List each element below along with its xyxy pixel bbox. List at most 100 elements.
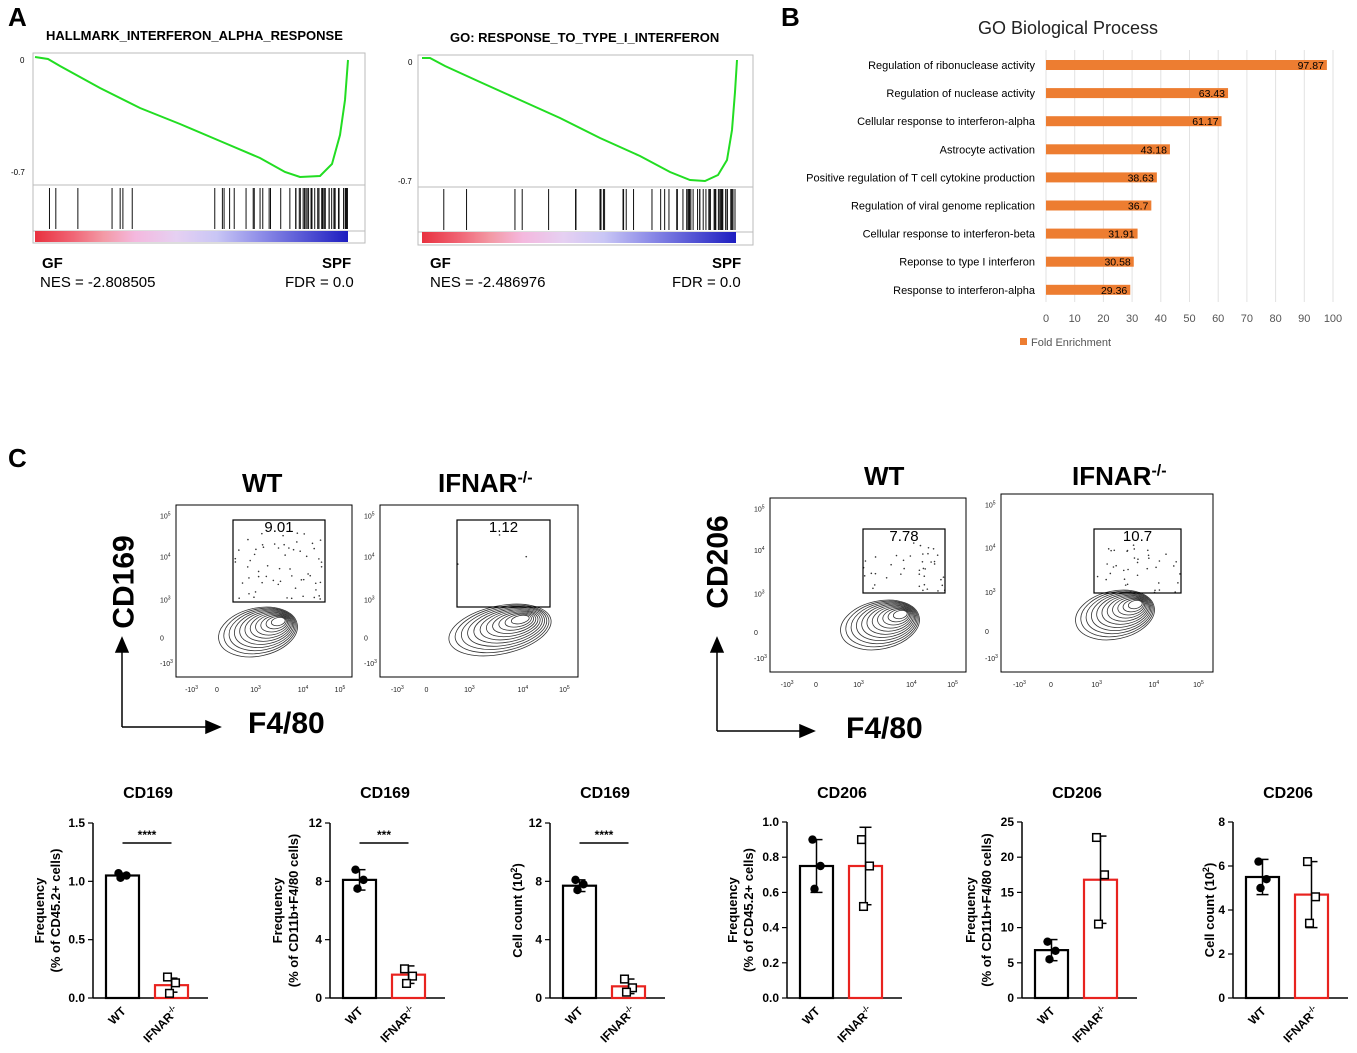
flow-xtick-exponent: 3	[791, 680, 794, 686]
event-dot	[320, 561, 323, 563]
event-dot	[318, 595, 321, 597]
contour-line	[871, 605, 913, 632]
event-dot	[315, 589, 317, 591]
event-dot	[1133, 548, 1136, 550]
flow-xtick-exponent: 4	[1156, 680, 1159, 686]
contour-line	[877, 606, 912, 629]
go-category-label: Astrocyte activation	[940, 144, 1035, 156]
flow-ytick-label: -103	[985, 654, 998, 663]
quant-ylabel: Cell count (102)	[1201, 863, 1217, 958]
event-dot	[918, 585, 921, 588]
gsea-2-right-group: SPF	[712, 255, 742, 272]
event-dot	[248, 577, 250, 579]
quant-category-ko-sup: -/-	[166, 1003, 178, 1015]
flow-ytick-exponent: 5	[372, 511, 375, 517]
event-dot	[318, 558, 320, 560]
contour-line	[1127, 599, 1143, 610]
event-dot	[1122, 569, 1125, 572]
event-dot	[313, 547, 315, 550]
significance-stars: ****	[595, 828, 614, 842]
go-xtick-label: 0	[1043, 313, 1049, 325]
flow-ytick-label: 105	[364, 511, 375, 520]
flow-xtick-exponent: 3	[1023, 680, 1026, 686]
event-dot	[1126, 583, 1129, 586]
flow-xtick-exponent: 5	[1201, 680, 1204, 686]
quant-ytick-label: 1.0	[68, 874, 85, 888]
contour-line	[845, 600, 919, 648]
event-dot	[525, 555, 528, 558]
contour-line	[448, 603, 552, 657]
flow-xtick-label: 103	[853, 680, 864, 689]
flow-plot: 105 104 103 0 -103 -103 0 103 104 105 10.7	[985, 493, 1214, 689]
go-value-label: 30.58	[1104, 257, 1130, 269]
event-dot	[942, 576, 945, 578]
contour-line	[260, 614, 289, 633]
event-dot	[234, 561, 237, 563]
event-dot	[302, 578, 305, 581]
event-dot	[921, 560, 924, 563]
flow-ytick-exponent: 3	[170, 659, 173, 665]
go-category-label: Response to interferon-alpha	[893, 285, 1036, 297]
go-bar-chart: GO Biological Process 0 10 20 30 40 50 60 70 80 90…	[806, 18, 1342, 349]
gsea-2-nes: NES = -2.486976	[430, 274, 546, 291]
flow-ytick-exponent: 3	[995, 654, 998, 660]
flow-xtick-exponent: 3	[258, 685, 261, 691]
event-dot	[1110, 549, 1112, 552]
event-dot	[1133, 557, 1136, 559]
gate-box	[1093, 528, 1182, 594]
contour-line	[1106, 595, 1148, 622]
event-dot	[1123, 578, 1126, 581]
go-bar	[1046, 144, 1170, 155]
go-value-label: 43.18	[1141, 144, 1167, 156]
go-bar	[1046, 200, 1152, 211]
event-dot	[1105, 578, 1107, 581]
flow-ytick-exponent: 4	[168, 553, 171, 559]
contour-line	[255, 613, 290, 636]
event-dot	[885, 577, 888, 579]
quant-bar	[104, 874, 141, 1000]
contour-line	[234, 609, 295, 648]
event-dot	[1165, 553, 1167, 555]
contour-line	[223, 607, 297, 655]
quant-category-ko-sup: -/-	[623, 1003, 635, 1015]
flow-xtick-exponent: 3	[401, 685, 404, 691]
event-dot	[874, 556, 877, 558]
event-dot	[255, 548, 257, 551]
event-dot	[863, 575, 866, 577]
flow-xtick-label: 105	[335, 685, 346, 694]
gsea-title-2: GO: RESPONSE_TO_TYPE_I_INTERFERON	[450, 30, 720, 45]
go-bar	[1046, 60, 1327, 70]
quant-chart-title: CD206	[1052, 785, 1102, 802]
event-dot	[926, 588, 929, 590]
flow-xtick-label: 105	[947, 680, 958, 689]
go-chart-title: GO Biological Process	[978, 18, 1158, 38]
panel-label-c: C	[8, 443, 27, 473]
quant-ytick-label: 15	[1001, 885, 1015, 899]
ranked-heatmap-bar	[422, 232, 736, 243]
panel-label-a: A	[8, 2, 27, 32]
flow-ytick-exponent: 4	[372, 553, 375, 559]
flow-xtick-label: 105	[1193, 680, 1204, 689]
quant-ytick-label: 0.0	[68, 991, 85, 1005]
quant-category-wt: WT	[563, 1004, 587, 1028]
event-dot	[261, 581, 263, 584]
event-dot	[933, 563, 936, 565]
quant-ytick-label: 1.0	[762, 815, 779, 829]
flow-xtick-label: -103	[1013, 680, 1026, 689]
quant-ytick-label: 4	[1218, 903, 1225, 917]
contour-line	[1075, 589, 1155, 641]
go-value-label: 36.7	[1128, 201, 1149, 213]
quant-point-ko	[170, 978, 181, 988]
event-dot	[902, 559, 905, 562]
flow-ytick-label: 103	[754, 590, 765, 599]
go-xtick-label: 60	[1212, 313, 1224, 325]
event-dot	[919, 544, 922, 547]
event-dot	[890, 563, 892, 566]
quant-ytick-label: 6	[1218, 859, 1225, 873]
flow-xtick-exponent: 3	[195, 685, 198, 691]
go-xtick-label: 10	[1069, 313, 1081, 325]
event-dot	[1147, 554, 1150, 557]
contour-line	[887, 608, 909, 623]
event-dot	[941, 584, 944, 587]
flow-label-ko-cd206: IFNAR-/-	[1072, 461, 1167, 491]
